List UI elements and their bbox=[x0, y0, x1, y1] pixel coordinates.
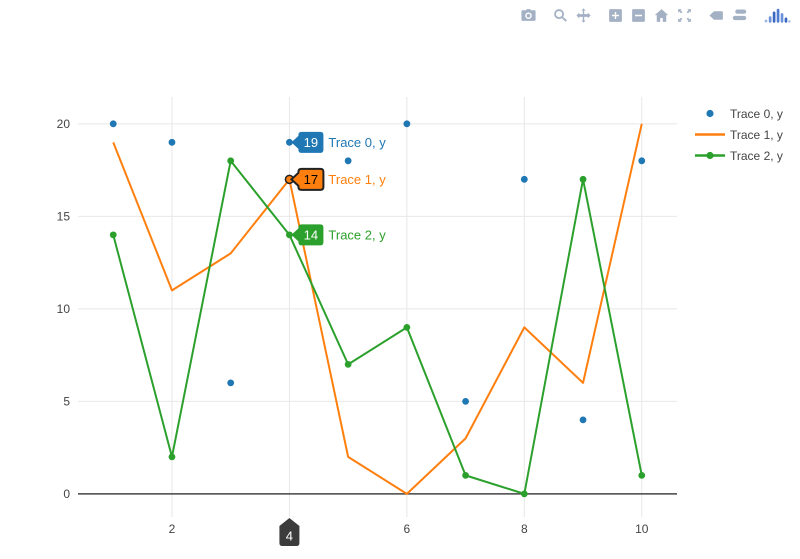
trace-0-marker[interactable] bbox=[638, 157, 646, 165]
y-tick-label: 20 bbox=[57, 117, 71, 131]
hover-trace-name: Trace 1, y bbox=[328, 172, 386, 187]
trace-0-marker[interactable] bbox=[520, 175, 528, 183]
y-tick-label: 0 bbox=[63, 487, 70, 501]
trace-0 bbox=[109, 120, 646, 424]
trace-2-marker[interactable] bbox=[638, 471, 646, 479]
zoom-in-icon[interactable] bbox=[604, 5, 627, 26]
x-tick-label: 10 bbox=[635, 522, 649, 536]
trace-2-marker[interactable] bbox=[579, 175, 587, 183]
hover-label-box bbox=[289, 167, 325, 191]
trace-1 bbox=[112, 123, 643, 495]
x-axis-hover-tag: 4 bbox=[279, 518, 300, 546]
trace-0-marker[interactable] bbox=[109, 120, 117, 128]
hover-closest-icon[interactable] bbox=[705, 5, 728, 26]
trace-2-line bbox=[112, 159, 643, 495]
trace-2-marker[interactable] bbox=[462, 471, 469, 479]
hover-label-box bbox=[291, 224, 324, 246]
legend-item-label: Trace 0, y bbox=[730, 107, 783, 121]
trace-2-marker[interactable] bbox=[520, 490, 528, 498]
hover-compare-icon[interactable] bbox=[728, 5, 751, 26]
home-icon[interactable] bbox=[650, 5, 673, 26]
modebar-group bbox=[549, 5, 595, 26]
legend-marker-sample bbox=[706, 151, 714, 160]
x-axis-hover-tag-value: 4 bbox=[286, 529, 293, 544]
pan-icon[interactable] bbox=[572, 5, 595, 26]
trace-2-marker[interactable] bbox=[403, 323, 411, 331]
plot-drag-area[interactable] bbox=[78, 97, 677, 517]
modebar-group bbox=[517, 5, 540, 26]
legend-item-trace-1[interactable]: Trace 1, y bbox=[695, 128, 783, 142]
hover-value: 17 bbox=[304, 172, 318, 187]
plotly-logo-icon[interactable] bbox=[760, 4, 795, 27]
trace-2-marker[interactable] bbox=[109, 231, 117, 239]
hover-label-trace-0: 19 Trace 0, y bbox=[291, 131, 388, 153]
legend-item-label: Trace 2, y bbox=[730, 149, 783, 163]
modebar bbox=[508, 4, 795, 27]
trace-2-marker[interactable] bbox=[344, 360, 352, 368]
y-tick-label: 15 bbox=[57, 209, 71, 223]
trace-0-marker[interactable] bbox=[286, 138, 293, 146]
x-tick-label: 6 bbox=[404, 522, 411, 536]
modebar-group bbox=[760, 4, 795, 27]
zoom-out-icon[interactable] bbox=[627, 5, 650, 26]
legend-item-trace-0[interactable]: Trace 0, y bbox=[706, 107, 783, 121]
y-tick-label: 10 bbox=[57, 302, 71, 316]
trace-2 bbox=[109, 157, 646, 498]
hover-trace-name: Trace 2, y bbox=[328, 227, 386, 242]
modebar-group bbox=[604, 5, 696, 26]
trace-0-marker[interactable] bbox=[579, 416, 587, 424]
trace-0-marker[interactable] bbox=[344, 157, 352, 165]
hover-label-trace-1: 17 Trace 1, y bbox=[289, 167, 388, 191]
zoom-icon[interactable] bbox=[549, 5, 572, 26]
modebar-group bbox=[705, 5, 751, 26]
x-tick-label: 8 bbox=[521, 522, 528, 536]
trace-1-line bbox=[112, 123, 643, 495]
hover-value: 19 bbox=[304, 135, 318, 150]
trace-2-marker[interactable] bbox=[227, 157, 235, 165]
trace-0-marker[interactable] bbox=[403, 120, 411, 128]
trace-0-marker[interactable] bbox=[168, 138, 176, 146]
legend-item-trace-2[interactable]: Trace 2, y bbox=[695, 149, 783, 163]
legend-item-label: Trace 1, y bbox=[730, 128, 783, 142]
trace-0-marker[interactable] bbox=[227, 379, 235, 387]
trace-0-marker[interactable] bbox=[462, 397, 469, 405]
y-tick-label: 5 bbox=[63, 394, 70, 408]
hover-value: 14 bbox=[304, 227, 318, 242]
hover-label-trace-2: 14 Trace 2, y bbox=[291, 224, 388, 246]
camera-icon[interactable] bbox=[517, 5, 540, 26]
trace-2-marker[interactable] bbox=[286, 231, 293, 239]
hover-label-box bbox=[291, 131, 324, 153]
hover-trace-name: Trace 0, y bbox=[328, 135, 386, 150]
x-axis-hover-tag-shape bbox=[279, 518, 300, 546]
autoscale-icon[interactable] bbox=[673, 5, 696, 26]
legend-marker-sample bbox=[706, 109, 714, 118]
x-tick-label: 2 bbox=[169, 522, 176, 536]
trace-2-marker[interactable] bbox=[168, 453, 176, 461]
